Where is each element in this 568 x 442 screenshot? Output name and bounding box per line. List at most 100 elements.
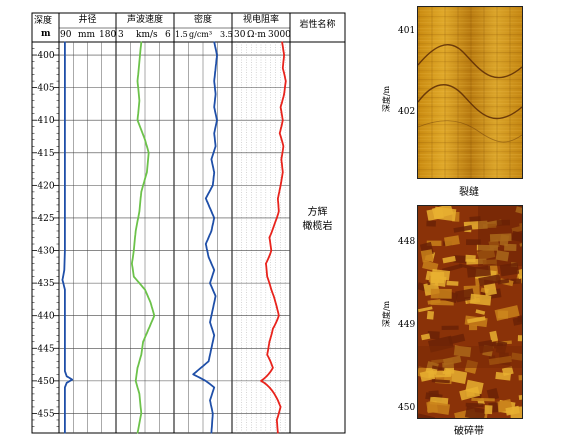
depth-tick-label-400: 400	[37, 51, 54, 61]
curve-point-density	[208, 360, 210, 362]
broken-zone-fragment	[518, 394, 522, 400]
curve-point-resistivity	[281, 41, 283, 43]
curve-point-density	[208, 204, 210, 206]
curve-point-resistivity	[285, 80, 287, 82]
broken-zone-fragment	[441, 325, 459, 330]
broken-zone-fragment	[431, 206, 454, 220]
curve-point-resistivity	[277, 197, 279, 199]
fracture-texture-band	[418, 106, 522, 108]
fracture-image-raster	[418, 7, 522, 178]
fracture-texture-band	[418, 118, 522, 120]
fracture-texture-band	[418, 169, 522, 171]
curve-point-resistivity	[279, 406, 282, 408]
curve-point-resistivity	[282, 145, 285, 147]
curve-point-density	[210, 347, 212, 349]
curve-point-sonic	[144, 289, 146, 291]
caliper-scale-min: 90	[60, 30, 72, 40]
fracture-texture-band	[418, 25, 522, 27]
broken-zone-fragment	[427, 331, 440, 340]
fracture-texture-band	[418, 142, 522, 144]
broken-zone-fragment	[501, 366, 514, 377]
curve-point-sonic	[138, 100, 140, 102]
fracture-texture-band	[418, 55, 522, 57]
curve-point-sonic	[146, 171, 148, 173]
curve-point-caliper	[61, 279, 64, 281]
curve-point-sonic	[150, 302, 152, 304]
broken-zone-fragment	[468, 324, 478, 331]
fracture-texture-band	[418, 16, 522, 18]
curve-point-sonic	[140, 354, 142, 356]
fracture-texture-column	[496, 7, 498, 178]
curve-point-sonic	[131, 262, 133, 265]
curve-point-sonic	[138, 210, 140, 213]
curve-point-sonic	[135, 230, 137, 232]
density-scale-unit: g/cm³	[189, 30, 213, 39]
curve-point-caliper	[64, 370, 66, 372]
resistivity-scale-max: 3000	[268, 30, 291, 40]
curve-point-density	[213, 132, 215, 134]
caliper-scale-max: 180	[99, 30, 117, 40]
fracture-texture-column	[418, 7, 420, 178]
fracture-borehole-image	[417, 6, 523, 179]
curve-point-resistivity	[272, 328, 274, 330]
curve-point-resistivity	[282, 67, 284, 69]
broken-zone-fragment	[483, 282, 497, 296]
fracture-texture-band	[418, 121, 522, 123]
curve-point-resistivity	[266, 354, 268, 356]
resistivity-track-title: 视电阻率	[242, 15, 279, 25]
fracture-texture-band	[418, 13, 522, 15]
curve-point-sonic	[138, 393, 140, 395]
broken-zone-fragment	[428, 390, 440, 398]
broken-zone-fragment	[465, 379, 484, 395]
fracture-image-axis-label: 深度/m	[382, 85, 392, 113]
curve-point-density	[212, 308, 214, 310]
fracture-texture-band	[418, 22, 522, 24]
curve-point-resistivity	[282, 119, 284, 121]
curve-point-resistivity	[279, 184, 282, 186]
curve-point-resistivity	[265, 262, 267, 265]
depth-tick-label-435: 435	[37, 279, 54, 289]
fracture-texture-column	[444, 7, 446, 178]
fracture-texture-band	[418, 19, 522, 21]
fracture-texture-column	[431, 7, 433, 178]
curve-point-caliper	[64, 386, 66, 388]
depth-tick-label-455: 455	[37, 409, 54, 419]
fracture-texture-band	[418, 109, 522, 111]
curve-point-density	[213, 171, 215, 173]
fracture-image-caption: 裂缝	[459, 187, 479, 198]
fracture-texture-band	[418, 124, 522, 126]
sonic-scale-min: 3	[118, 30, 124, 40]
broken-zone-image-axis-label: 深度/m	[382, 300, 392, 328]
fracture-texture-column	[470, 7, 472, 178]
curve-point-density	[209, 321, 211, 323]
curve-point-density	[213, 386, 215, 388]
fracture-texture-band	[418, 103, 522, 105]
curve-point-density	[210, 432, 212, 434]
fracture-texture-band	[418, 157, 522, 159]
curve-point-sonic	[140, 191, 142, 193]
fracture-texture-band	[418, 73, 522, 75]
curve-point-density	[213, 269, 215, 271]
resistivity-scale-min: 30	[234, 30, 246, 40]
curve-point-density	[215, 295, 217, 297]
broken-zone-fragment	[465, 402, 484, 408]
curve-point-sonic	[148, 328, 150, 330]
broken-zone-fragment	[442, 263, 463, 273]
depth-tick-label-425: 425	[37, 214, 54, 224]
curve-point-density	[205, 197, 207, 199]
curve-point-density	[205, 380, 207, 382]
curve-point-density	[212, 412, 214, 415]
broken-zone-fragment	[467, 316, 486, 324]
curve-point-resistivity	[270, 249, 272, 252]
curve-point-density	[216, 119, 218, 121]
broken-zone-image-tick-449: 449	[398, 320, 416, 330]
density-scale-min: 1.5	[175, 30, 188, 39]
resistivity-scale-unit: Ω·m	[247, 30, 266, 40]
broken-zone-dark-patch	[478, 206, 522, 266]
broken-zone-fragment	[469, 293, 492, 306]
curve-point-resistivity	[260, 380, 262, 382]
fracture-texture-column	[457, 7, 459, 178]
depth-tick-label-430: 430	[37, 247, 54, 257]
curve-point-caliper	[64, 249, 66, 252]
curve-point-density	[209, 399, 211, 402]
